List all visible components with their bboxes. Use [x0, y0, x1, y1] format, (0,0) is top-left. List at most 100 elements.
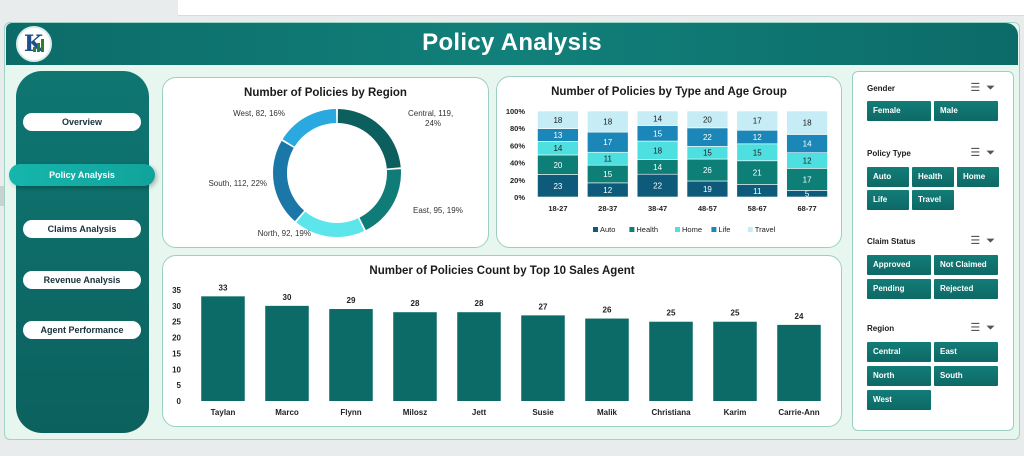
slicer-claim-rejected[interactable]: Rejected [934, 279, 998, 299]
stack-label: 15 [603, 170, 612, 179]
stack-label: 21 [753, 169, 762, 178]
donut-label-east: East, 95, 19% [413, 206, 463, 215]
stack-label: 22 [703, 133, 712, 142]
agent-value-label: 24 [795, 312, 804, 321]
brand-logo: K [16, 26, 52, 62]
stack-label: 20 [703, 115, 712, 124]
agent-value-label: 25 [731, 309, 740, 318]
stack-label: 17 [603, 138, 612, 147]
clear-filter-icon[interactable]: ⏷ [986, 82, 1001, 94]
multi-select-icon[interactable]: ☰ [970, 235, 987, 247]
region-chart-card: Number of Policies by Region Central, 11… [162, 77, 489, 248]
slicer-gender-male[interactable]: Male [934, 101, 998, 121]
stack-label: 11 [753, 187, 762, 196]
stack-label: 12 [603, 186, 612, 195]
window-top-strip [178, 0, 1024, 16]
slicer-type-life[interactable]: Life [867, 190, 909, 210]
stack-xtick: 28-37 [598, 204, 617, 213]
stack-label: 18 [603, 118, 612, 127]
legend-label-life: Life [718, 225, 730, 234]
stack-segment-travel [587, 110, 629, 133]
slicer-type-auto[interactable]: Auto [867, 167, 909, 187]
stack-xtick: 18-27 [548, 204, 567, 213]
nav-agent-performance[interactable]: Agent Performance [23, 321, 141, 339]
agent-value-label: 30 [283, 293, 292, 302]
stack-xtick: 38-47 [648, 204, 667, 213]
agent-ytick: 5 [177, 381, 182, 390]
agent-xtick: Christiana [651, 408, 691, 417]
agent-bar-malik [585, 318, 629, 401]
stack-label: 15 [703, 149, 712, 158]
slicer-region-east[interactable]: East [934, 342, 998, 362]
stack-label: 14 [553, 144, 562, 153]
agent-xtick: Karim [724, 408, 747, 417]
agent-bar-jett [457, 312, 501, 401]
nav-claims-analysis[interactable]: Claims Analysis [23, 220, 141, 238]
slicer-claim-pending[interactable]: Pending [867, 279, 931, 299]
nav-overview[interactable]: Overview [23, 113, 141, 131]
slicer-type-health[interactable]: Health [912, 167, 954, 187]
stack-label: 18 [803, 119, 812, 128]
agent-value-label: 25 [667, 309, 676, 318]
nav-policy-analysis[interactable]: Policy Analysis [9, 164, 155, 186]
agent-bar-carrie-ann [777, 324, 821, 401]
slicer-region-central[interactable]: Central [867, 342, 931, 362]
type-age-chart-title: Number of Policies by Type and Age Group [551, 86, 787, 98]
stack-ytick: 80% [510, 124, 525, 133]
slicer-region-west[interactable]: West [867, 390, 931, 410]
legend-label-travel: Travel [755, 225, 776, 234]
stack-label: 20 [553, 161, 562, 170]
legend-label-auto: Auto [600, 225, 615, 234]
slicer-panel: Gender ☰⏷ Female Male Policy Type ☰⏷ Aut… [852, 71, 1014, 431]
multi-select-icon[interactable]: ☰ [970, 147, 987, 159]
slicer-title-claim-status: Claim Status [867, 237, 916, 246]
agent-ytick: 25 [172, 318, 181, 327]
slicer-type-home[interactable]: Home [957, 167, 999, 187]
agent-value-label: 33 [219, 283, 228, 292]
agent-value-label: 28 [411, 299, 420, 308]
slicer-type-travel[interactable]: Travel [912, 190, 954, 210]
donut-slice-south [273, 140, 305, 222]
donut-label-central: Central, 119, 24% [408, 109, 453, 128]
donut-slice-central [337, 109, 401, 169]
stack-label: 19 [703, 185, 712, 194]
region-slicer-icons: ☰⏷ [970, 321, 1001, 335]
stack-segment-travel [736, 110, 778, 131]
agent-value-label: 26 [603, 306, 612, 315]
stack-label: 18 [553, 116, 562, 125]
agent-ytick: 30 [172, 302, 181, 311]
agent-xtick: Taylan [211, 408, 236, 417]
agent-ytick: 35 [172, 286, 181, 295]
stack-label: 23 [553, 182, 562, 191]
donut-slice-north [296, 211, 365, 238]
slicer-gender-female[interactable]: Female [867, 101, 931, 121]
stack-label: 13 [553, 131, 562, 140]
clear-filter-icon[interactable]: ⏷ [986, 235, 1001, 247]
nav-revenue-analysis[interactable]: Revenue Analysis [23, 271, 141, 289]
clear-filter-icon[interactable]: ⏷ [986, 147, 1001, 159]
legend-label-health: Health [636, 225, 658, 234]
slicer-region-south[interactable]: South [934, 366, 998, 386]
stack-label: 26 [703, 166, 712, 175]
stack-ytick: 60% [510, 141, 525, 150]
stack-xtick: 68-77 [797, 204, 816, 213]
slicer-claim-approved[interactable]: Approved [867, 255, 931, 275]
agent-bar-susie [521, 315, 565, 401]
slicer-claim-not-claimed[interactable]: Not Claimed [934, 255, 998, 275]
multi-select-icon[interactable]: ☰ [970, 82, 987, 94]
multi-select-icon[interactable]: ☰ [970, 322, 987, 334]
agent-xtick: Marco [275, 408, 299, 417]
agent-xtick: Susie [532, 408, 554, 417]
agent-xtick: Malik [597, 408, 618, 417]
region-chart-title: Number of Policies by Region [244, 87, 407, 99]
stack-segment-travel [786, 110, 828, 135]
agent-bar-christiana [649, 321, 693, 401]
clear-filter-icon[interactable]: ⏷ [986, 322, 1001, 334]
agent-bar-chart: 0 5 10 15 20 25 30 35 33 Taylan 30 Marco 29 Flynn 28 Mi… [172, 283, 821, 417]
donut-label-north: North, 92, 19% [258, 229, 311, 238]
region-donut-chart: Central, 119, 24% East, 95, 19% North, 92, … [208, 109, 463, 238]
slicer-region-north[interactable]: North [867, 366, 931, 386]
stack-xtick: 58-67 [748, 204, 767, 213]
agent-bar-milosz [393, 312, 437, 401]
agent-value-label: 29 [347, 296, 356, 305]
